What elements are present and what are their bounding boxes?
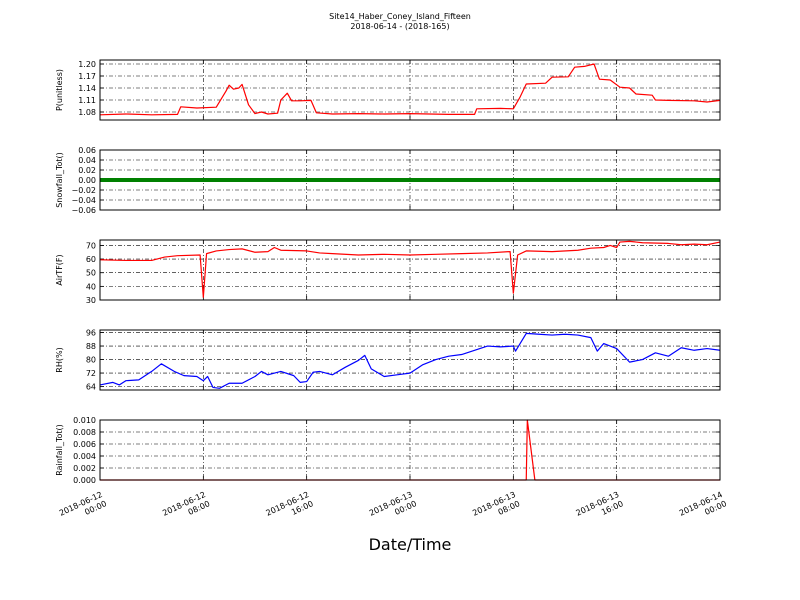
y-tick-label: 0.000 (73, 476, 96, 485)
y-axis-label: AirTF(F) (55, 254, 64, 285)
y-tick-label: 1.17 (78, 72, 96, 81)
y-tick-label: 0.02 (78, 166, 96, 175)
x-tick-label: 2018-06-1200:00 (58, 490, 108, 527)
y-tick-label: 0.04 (78, 156, 96, 165)
y-tick-label: 1.08 (78, 108, 96, 117)
panel-3: 70 60 50 40 30 AirTF(F) (55, 239, 721, 305)
y-tick-label: 0.00 (78, 176, 96, 185)
chart-title: Site14_Haber_Coney_Island_Fifteen (329, 12, 471, 21)
y-tick-label: 60 (86, 255, 96, 264)
y-tick-label: 1.20 (78, 60, 96, 69)
y-tick-label: 50 (86, 269, 96, 278)
panel-5: 0.010 0.008 0.006 0.004 0.002 0.000 Rainfall_T… (55, 416, 721, 485)
panel-frame (99, 239, 721, 301)
y-axis-label: RH(%) (55, 347, 64, 372)
panels-group: 1.201.171.141.111.08P(unitless)0.060.040… (55, 59, 721, 485)
x-tick-label: 2018-06-1300:00 (368, 490, 418, 527)
y-tick-label: 0.06 (78, 146, 96, 155)
x-tick-label: 2018-06-1400:00 (678, 490, 728, 527)
y-tick-label: 1.11 (78, 96, 96, 105)
x-tick-label: 2018-06-1208:00 (161, 490, 211, 527)
y-tick-label: 70 (86, 241, 96, 250)
panel-4: 96 88 80 72 64 RH(%) (55, 329, 721, 392)
panel-frame (99, 419, 721, 481)
y-tick-label: 96 (86, 329, 96, 338)
x-tick-labels: 2018-06-1200:00 2018-06-1208:00 2018-06-12… (58, 490, 728, 527)
series-line (99, 240, 721, 298)
y-tick-label: 72 (86, 369, 96, 378)
panel-2: 0.060.040.020.00−0.02−0.04−0.06 Snowfall_… (55, 146, 721, 215)
panel-frame (99, 59, 721, 121)
y-tick-label: −0.06 (71, 206, 96, 215)
series-line (99, 332, 721, 389)
series-line (99, 63, 721, 116)
y-tick-label: 0.004 (73, 452, 96, 461)
y-tick-label: 1.14 (78, 84, 96, 93)
panel-1: 1.20 1.17 1.14 1.11 1.08 P(unitless) (55, 59, 721, 121)
y-tick-label: −0.02 (71, 186, 96, 195)
x-tick-label: 2018-06-1308:00 (471, 490, 521, 527)
y-tick-label: 40 (86, 282, 96, 291)
panel-frame (99, 149, 721, 211)
y-tick-label: 64 (86, 383, 96, 392)
panel-frame (99, 329, 721, 391)
y-axis-label: P(unitless) (55, 69, 64, 111)
y-tick-label: 0.002 (73, 464, 96, 473)
y-axis-label: Rainfall_Tot() (55, 424, 64, 476)
y-tick-label: −0.04 (71, 196, 96, 205)
x-tick-label: 2018-06-1316:00 (575, 490, 625, 527)
chart-subtitle: 2018-06-14 - (2018-165) (350, 22, 449, 31)
x-tick-label: 2018-06-1216:00 (265, 490, 315, 527)
y-tick-label: 88 (86, 342, 96, 351)
y-tick-label: 80 (86, 356, 96, 365)
y-tick-label: 0.008 (73, 428, 96, 437)
y-tick-label: 0.006 (73, 440, 96, 449)
y-tick-label: 30 (86, 296, 96, 305)
y-tick-label: 0.010 (73, 416, 96, 425)
y-axis-label: Snowfall_Tot() (55, 152, 64, 208)
x-axis-label: Date/Time (369, 535, 452, 554)
